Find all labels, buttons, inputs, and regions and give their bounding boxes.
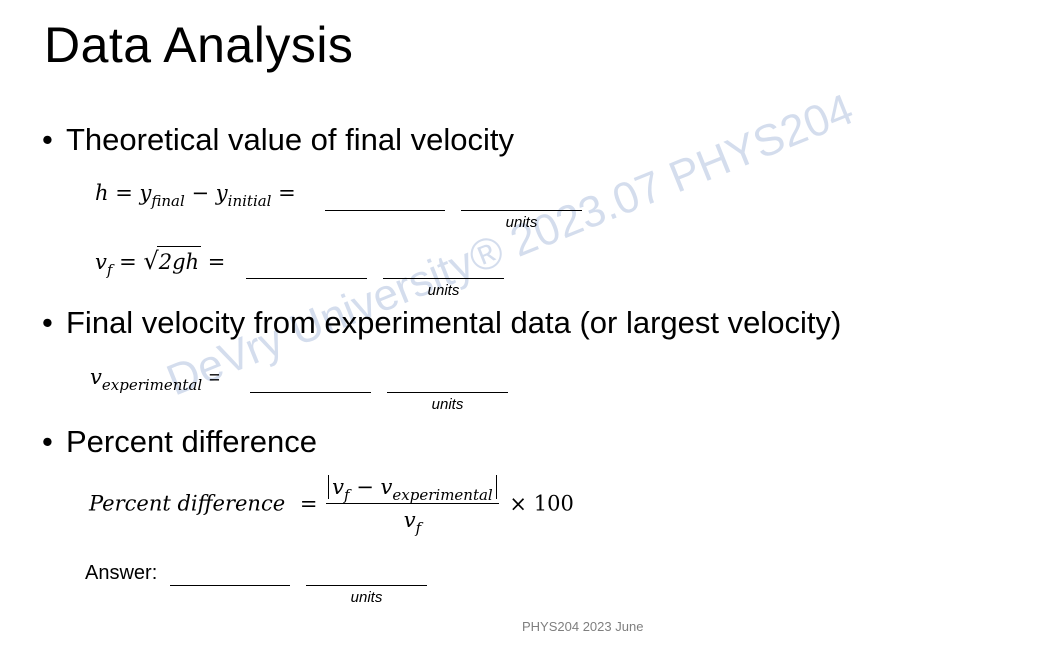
bullet-percent: • Percent difference	[42, 423, 317, 461]
units-label: units	[505, 214, 538, 231]
eq-sign: =	[299, 491, 318, 516]
value-blank-experimental[interactable]	[250, 392, 371, 393]
value-blank-velocity[interactable]	[246, 278, 367, 279]
experimental-equation: vexperimental =	[90, 364, 220, 394]
eq-symbol-y: y	[215, 181, 228, 205]
eq-symbol-v: v	[95, 250, 107, 274]
eq-symbol-v: v	[90, 365, 102, 389]
units-blank-velocity[interactable]	[383, 278, 504, 279]
units-label: units	[427, 282, 460, 299]
bullet-marker: •	[42, 122, 53, 157]
sqrt-radicand: 2gh	[156, 246, 202, 275]
eq-sign: =	[207, 250, 226, 274]
height-equation: h = yfinal − yinitial =	[95, 180, 296, 209]
fraction-denominator: vf	[403, 508, 422, 537]
answer-label: Answer:	[85, 562, 158, 584]
eq-subscript-f: f	[106, 261, 113, 279]
fraction: vf − vexperimental vf	[326, 474, 499, 537]
eq-symbol-h: h	[95, 181, 109, 205]
percent-difference-equation: Percent difference = vf − vexperimental …	[89, 474, 574, 537]
bullet-text: Final velocity from experimental data (o…	[66, 305, 842, 340]
eq-minus: −	[191, 181, 210, 205]
eq-sign: =	[278, 181, 296, 205]
units-blank-experimental[interactable]	[387, 392, 508, 393]
units-label: units	[350, 589, 383, 606]
eq-sign: =	[119, 250, 137, 274]
velocity-equation: vf = √2gh =	[95, 246, 226, 278]
bullet-marker: •	[42, 305, 53, 340]
eq-subscript-initial: initial	[227, 192, 272, 210]
bullet-marker: •	[42, 424, 53, 459]
eq-sign: =	[115, 181, 133, 205]
units-blank-height[interactable]	[461, 210, 582, 211]
eq-subscript-experimental: experimental	[101, 376, 203, 394]
bullet-experimental: • Final velocity from experimental data (…	[42, 304, 841, 342]
units-blank-answer[interactable]	[306, 585, 427, 586]
fraction-numerator: vf − vexperimental	[326, 474, 499, 504]
units-label: units	[431, 396, 464, 413]
bullet-text: Percent difference	[66, 424, 318, 459]
page-title: Data Analysis	[44, 17, 354, 73]
value-blank-height[interactable]	[325, 210, 445, 211]
sqrt-symbol: √	[143, 247, 159, 275]
bullet-text: Theoretical value of final velocity	[66, 122, 515, 157]
eq-hundred: 100	[533, 491, 574, 516]
eq-subscript-final: final	[151, 192, 185, 210]
eq-lhs-percent-difference: Percent difference	[89, 491, 286, 516]
value-blank-answer[interactable]	[170, 585, 290, 586]
eq-sign: =	[208, 368, 220, 389]
eq-times: ×	[509, 491, 528, 516]
bullet-theoretical: • Theoretical value of final velocity	[42, 121, 514, 159]
eq-symbol-y: y	[139, 181, 152, 205]
footer-text: PHYS204 2023 June	[522, 619, 644, 634]
